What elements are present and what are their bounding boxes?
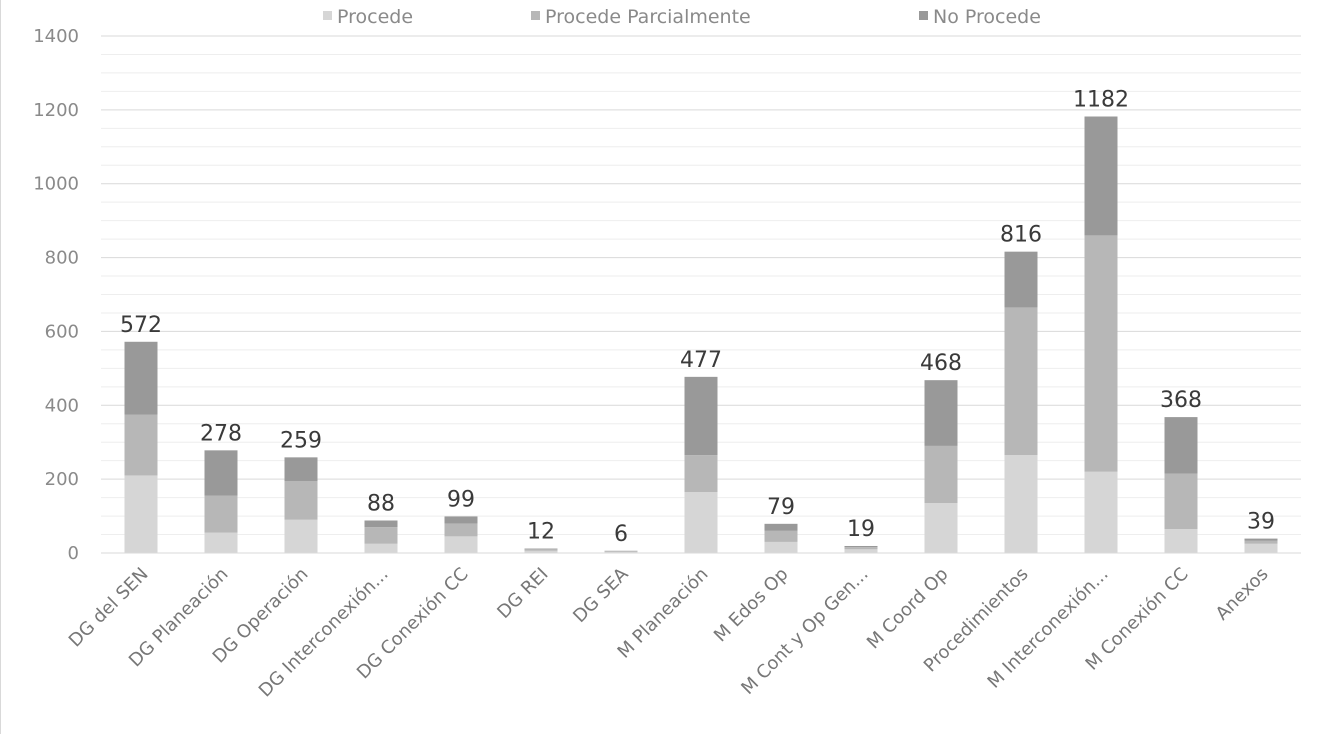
y-axis: 0 200 400 600 800 1000 1200 1400 bbox=[33, 26, 79, 564]
total-label: 88 bbox=[367, 492, 395, 517]
bar-segment-procede-parcialmente bbox=[524, 549, 558, 551]
bar-segment-procede-parcialmente bbox=[364, 527, 398, 544]
bar-segment-procede-parcialmente bbox=[844, 547, 878, 550]
total-label: 468 bbox=[920, 351, 962, 376]
bar-segment-procede bbox=[684, 492, 718, 553]
y-tick-label: 1200 bbox=[33, 100, 79, 121]
bar-segment-procede bbox=[1004, 455, 1038, 553]
bar-segment-procede bbox=[204, 532, 238, 553]
y-tick-label: 1400 bbox=[33, 26, 79, 47]
y-tick-label: 1000 bbox=[33, 174, 79, 195]
bar-segment-procede-parcialmente bbox=[284, 480, 318, 520]
bar-segment-no-procede bbox=[924, 380, 958, 446]
bar-segment-procede-parcialmente bbox=[204, 495, 238, 533]
legend: Procede Procede Parcialmente No Procede bbox=[323, 6, 1041, 28]
bar-segment-procede bbox=[1084, 471, 1118, 553]
total-label: 477 bbox=[680, 348, 722, 373]
bar-segment-procede bbox=[764, 541, 798, 553]
legend-swatch bbox=[323, 11, 332, 20]
bar-segment-procede-parcialmente bbox=[924, 445, 958, 504]
legend-swatch bbox=[531, 11, 540, 20]
bar-segment-no-procede bbox=[1004, 251, 1038, 308]
category-label: DG REI bbox=[493, 564, 552, 623]
bar-segment-procede-parcialmente bbox=[1244, 540, 1278, 544]
category-label: M Edos Op bbox=[710, 564, 793, 647]
legend-label: Procede Parcialmente bbox=[545, 6, 751, 28]
bar-segment-procede bbox=[924, 503, 958, 553]
y-tick-label: 0 bbox=[68, 543, 79, 564]
bar-segment-procede-parcialmente bbox=[444, 523, 478, 537]
bar-segment-no-procede bbox=[764, 523, 798, 531]
bar-segment-procede-parcialmente bbox=[1004, 307, 1038, 456]
bar-segment-no-procede bbox=[844, 545, 878, 548]
bar-segment-procede-parcialmente bbox=[684, 455, 718, 493]
bar-segment-no-procede bbox=[1084, 116, 1118, 236]
total-label: 6 bbox=[614, 522, 628, 547]
bar-segment-no-procede bbox=[124, 341, 158, 415]
bar-segment-procede bbox=[844, 549, 878, 553]
total-label: 368 bbox=[1160, 388, 1202, 413]
bar-segment-no-procede bbox=[684, 376, 718, 456]
y-tick-label: 200 bbox=[45, 469, 79, 490]
bar-segment-procede bbox=[1244, 543, 1278, 553]
total-label: 79 bbox=[767, 495, 795, 520]
total-label: 99 bbox=[447, 487, 475, 512]
category-label: DG SEA bbox=[569, 563, 633, 627]
bar-segment-procede bbox=[604, 551, 638, 553]
bar-segment-procede bbox=[1164, 528, 1198, 553]
bar-segment-no-procede bbox=[524, 548, 558, 550]
bar-segment-no-procede bbox=[204, 450, 238, 496]
total-label: 1182 bbox=[1073, 88, 1129, 113]
bar-segment-procede-parcialmente bbox=[124, 414, 158, 476]
bar-segment-procede bbox=[284, 519, 318, 553]
y-tick-label: 400 bbox=[45, 395, 79, 416]
total-labels: 572 278 259 88 99 12 6 477 79 19 468 816 1182 368 39 bbox=[120, 88, 1275, 547]
bar-segment-no-procede bbox=[1164, 417, 1198, 474]
category-label: DG del SEN bbox=[65, 564, 153, 652]
bar-segment-procede bbox=[124, 475, 158, 553]
bars bbox=[124, 116, 1278, 553]
category-label: Anexos bbox=[1212, 564, 1273, 625]
legend-label: No Procede bbox=[933, 6, 1041, 28]
bar-segment-no-procede bbox=[364, 520, 398, 528]
total-label: 19 bbox=[847, 517, 875, 542]
bar-segment-no-procede bbox=[1244, 538, 1278, 541]
total-label: 278 bbox=[200, 421, 242, 446]
bar-segment-procede-parcialmente bbox=[1084, 235, 1118, 472]
bar-segment-procede-parcialmente bbox=[1164, 473, 1198, 529]
bar-segment-no-procede bbox=[284, 457, 318, 481]
bar-segment-procede bbox=[444, 536, 478, 553]
total-label: 816 bbox=[1000, 223, 1042, 248]
legend-swatch bbox=[919, 11, 928, 20]
bar-segment-procede-parcialmente bbox=[604, 551, 638, 552]
legend-label: Procede bbox=[337, 6, 413, 28]
bar-segment-procede bbox=[524, 550, 558, 553]
bar-segment-procede bbox=[364, 543, 398, 553]
total-label: 259 bbox=[280, 428, 322, 453]
bar-segment-no-procede bbox=[444, 516, 478, 524]
total-label: 572 bbox=[120, 313, 162, 338]
y-tick-label: 800 bbox=[45, 248, 79, 269]
bar-segment-procede-parcialmente bbox=[764, 530, 798, 542]
category-label: M Coord Op bbox=[863, 564, 953, 654]
total-label: 12 bbox=[527, 520, 555, 545]
total-label: 39 bbox=[1247, 510, 1275, 535]
y-tick-label: 600 bbox=[45, 321, 79, 342]
category-label: DG Interconexión... bbox=[255, 564, 393, 702]
